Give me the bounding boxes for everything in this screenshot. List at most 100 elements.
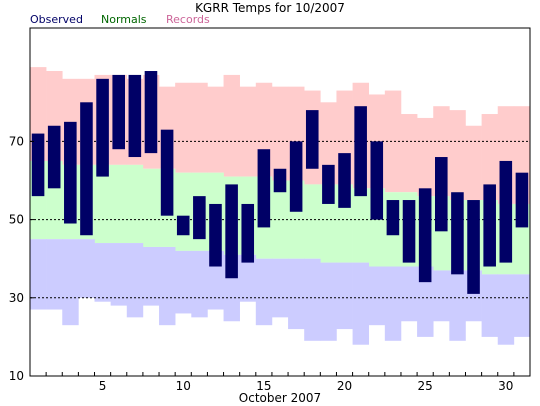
below-normal-band-day-9: [159, 246, 176, 326]
observed-bar-day-16: [273, 168, 287, 193]
observed-bar-day-14: [241, 203, 255, 263]
observed-bar-day-5: [96, 78, 109, 177]
observed-bar-day-24: [402, 200, 416, 263]
below-normal-band-day-30: [497, 274, 515, 345]
x-tick-label-10: 10: [176, 379, 191, 393]
below-normal-band-day-22: [368, 266, 386, 326]
below-normal-band-day-17: [288, 258, 305, 330]
observed-bar-day-9: [160, 129, 174, 216]
below-normal-band-day-10: [175, 250, 192, 314]
legend-records: Records: [166, 13, 210, 26]
below-normal-band-day-1: [30, 239, 47, 310]
below-normal-band-day-27: [449, 270, 466, 341]
record-band-day-10: [175, 82, 192, 173]
normal-band-day-7: [126, 164, 144, 244]
below-normal-band-day-21: [352, 262, 370, 345]
below-normal-band-day-26: [433, 270, 450, 322]
plot-frame: [29, 27, 531, 377]
below-normal-band-day-25: [417, 266, 434, 337]
below-normal-band-day-7: [126, 243, 144, 318]
record-band-day-13: [223, 74, 240, 177]
plot-area: 5 10 15 20 25 30 10 30 50 70: [9, 27, 531, 393]
below-normal-band-day-6: [110, 243, 128, 306]
below-normal-band-day-11: [191, 250, 208, 318]
below-normal-band-day-19: [320, 262, 337, 341]
observed-bar-day-4: [80, 102, 93, 236]
record-band-day-16: [271, 86, 289, 181]
normal-band-day-5: [94, 164, 111, 244]
below-normal-band-day-29: [481, 274, 499, 337]
chart-title: KGRR Temps for 10/2007: [195, 1, 345, 15]
record-band-day-12: [207, 86, 224, 173]
observed-bar-day-21: [354, 106, 367, 197]
legend: Observed Normals Records: [30, 13, 210, 26]
record-band-day-25: [417, 117, 434, 197]
below-normal-band-day-15: [255, 258, 273, 326]
observed-bar-day-13: [225, 184, 238, 279]
observed-bar-day-20: [338, 153, 351, 208]
x-tick-label-5: 5: [99, 379, 107, 393]
record-band-day-27: [449, 110, 466, 201]
normal-band-day-16: [271, 180, 289, 259]
below-normal-band-day-14: [239, 254, 257, 302]
normal-band-day-19: [320, 184, 337, 263]
observed-bar-day-6: [112, 74, 125, 150]
record-band-day-28: [465, 125, 482, 201]
observed-bar-day-27: [451, 192, 464, 275]
x-tick-label-25: 25: [418, 379, 433, 393]
observed-bar-day-2: [47, 125, 61, 189]
record-band-day-19: [320, 102, 337, 185]
normal-band-day-6: [110, 164, 128, 244]
below-normal-band-day-31: [513, 274, 531, 337]
legend-normals: Normals: [101, 13, 147, 26]
y-tick-label-50: 50: [9, 213, 24, 227]
observed-bar-day-29: [483, 184, 496, 267]
observed-bar-day-23: [386, 200, 400, 236]
below-normal-band-day-2: [46, 239, 63, 310]
observed-bar-day-12: [209, 203, 222, 267]
normal-band-day-18: [304, 184, 321, 259]
x-tick-label-20: 20: [337, 379, 352, 393]
below-normal-band-day-3: [62, 239, 79, 326]
x-axis-label: October 2007: [239, 391, 321, 405]
x-tick-label-15: 15: [256, 379, 271, 393]
observed-bar-day-3: [64, 121, 77, 224]
x-tick-label-30: 30: [498, 379, 513, 393]
observed-bar-day-26: [435, 157, 448, 232]
observed-bar-day-10: [176, 215, 190, 236]
below-normal-band-day-8: [142, 246, 160, 306]
normal-band-day-10: [175, 172, 192, 251]
observed-bar-day-17: [289, 141, 303, 212]
observed-bar-day-30: [499, 160, 513, 263]
below-normal-band-day-20: [336, 262, 353, 330]
record-band-day-23: [384, 90, 402, 193]
observed-bar-day-22: [370, 141, 384, 220]
observed-bar-day-11: [193, 196, 206, 240]
y-tick-label-30: 30: [9, 291, 24, 305]
below-normal-band-day-5: [94, 243, 111, 302]
record-band-day-14: [239, 86, 257, 177]
below-normal-band-day-16: [271, 258, 289, 318]
below-normal-band-day-23: [384, 266, 402, 341]
observed-bar-day-18: [305, 110, 319, 169]
tick-labels: 5 10 15 20 25 30 10 30 50 70: [9, 134, 514, 393]
observed-layer: [31, 71, 529, 294]
observed-bar-day-1: [31, 133, 45, 197]
observed-bar-day-19: [322, 164, 335, 204]
record-band-day-29: [481, 114, 499, 201]
observed-bar-day-28: [467, 200, 480, 294]
normal-band-day-8: [142, 168, 160, 247]
below-normal-band-day-24: [400, 266, 418, 322]
legend-observed: Observed: [30, 13, 83, 26]
observed-bar-day-31: [515, 172, 529, 228]
tick-marks: [29, 140, 515, 377]
y-tick-label-10: 10: [9, 369, 24, 383]
below-normal-band-day-18: [304, 258, 321, 341]
record-band-day-24: [400, 114, 418, 193]
y-tick-label-70: 70: [9, 134, 24, 148]
observed-bar-day-25: [418, 188, 432, 283]
normal-band-day-21: [352, 188, 370, 263]
observed-bar-day-8: [144, 71, 158, 154]
below-normal-band-day-4: [78, 239, 95, 298]
